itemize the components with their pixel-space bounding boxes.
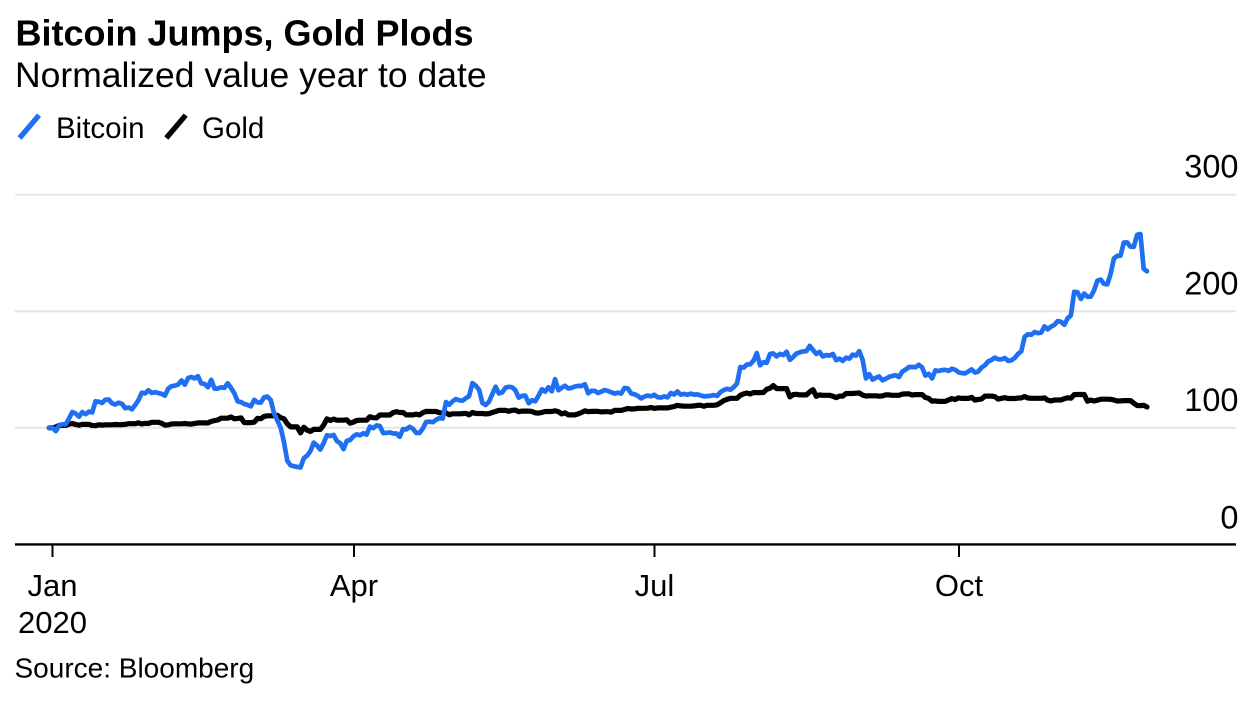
svg-text:Jan: Jan bbox=[28, 568, 78, 603]
svg-text:300: 300 bbox=[1184, 149, 1238, 185]
svg-text:0: 0 bbox=[1220, 500, 1238, 536]
svg-text:Gold: Gold bbox=[202, 112, 264, 145]
svg-text:Oct: Oct bbox=[935, 568, 984, 603]
svg-text:Source: Bloomberg: Source: Bloomberg bbox=[15, 653, 255, 684]
svg-text:200: 200 bbox=[1184, 265, 1238, 301]
svg-text:2020: 2020 bbox=[18, 605, 87, 640]
svg-text:100: 100 bbox=[1184, 382, 1238, 418]
svg-text:Normalized value year to date: Normalized value year to date bbox=[15, 55, 487, 95]
svg-text:Apr: Apr bbox=[330, 568, 378, 603]
svg-text:Bitcoin Jumps, Gold Plods: Bitcoin Jumps, Gold Plods bbox=[16, 13, 474, 54]
svg-text:Jul: Jul bbox=[635, 568, 675, 603]
svg-text:Bitcoin: Bitcoin bbox=[56, 112, 145, 145]
